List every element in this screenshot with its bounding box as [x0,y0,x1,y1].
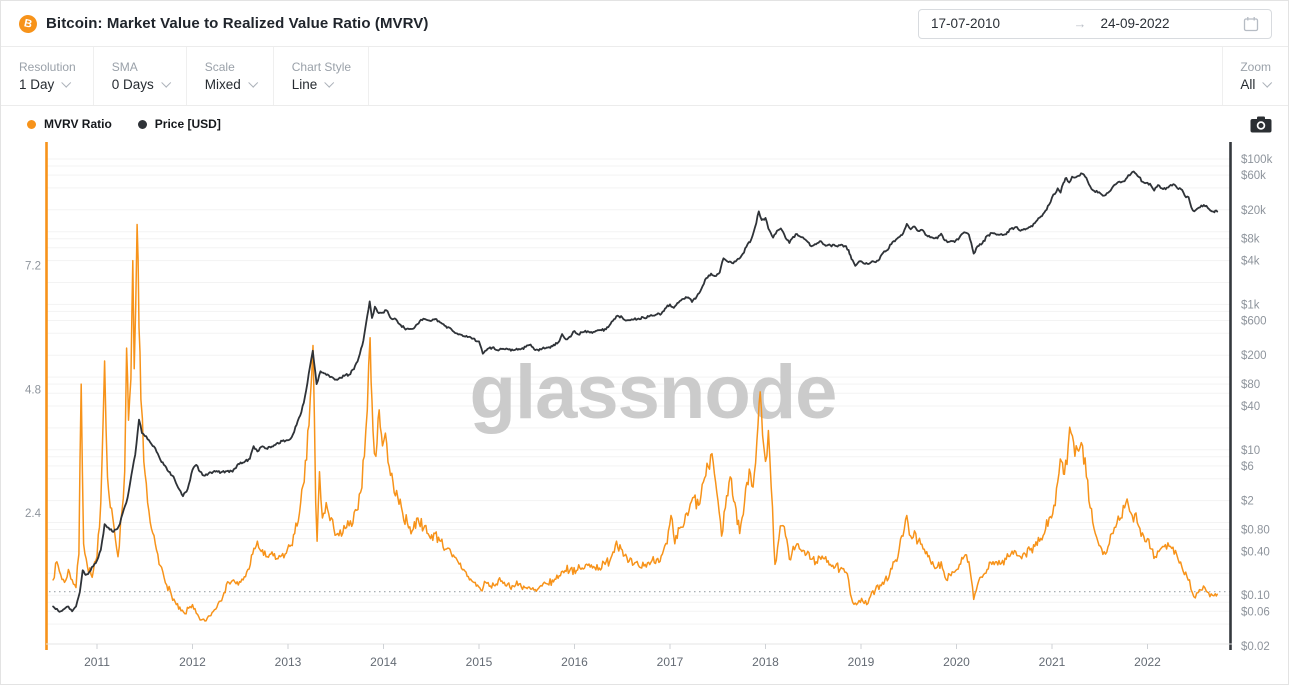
date-start-input[interactable]: 17-07-2010 [931,16,1001,31]
legend: MVRV Ratio Price [USD] [1,106,1288,142]
legend-item-price[interactable]: Price [USD] [137,117,221,131]
price-series-line [52,170,1219,613]
page-title: Bitcoin: Market Value to Realized Value … [46,15,429,32]
x-axis-year-label: 2021 [1039,655,1066,669]
gridlines [47,158,1230,625]
legend-dot-price-icon [137,119,147,129]
zoom-value: All [1240,77,1256,92]
chart-style-label: Chart Style [291,60,352,74]
x-axis-year-label: 2017 [657,655,684,669]
price-axis-label: $8k [1241,234,1260,246]
resolution-label: Resolution [19,60,76,74]
chevron-down-icon [248,77,258,88]
x-axis-year-label: 2022 [1134,655,1161,669]
chart-style-value: Line [291,77,318,92]
scale-value: Mixed [204,77,241,92]
zoom-label: Zoom [1240,60,1271,74]
camera-icon [1250,116,1272,132]
mvrv-axis-label: 4.8 [25,384,41,396]
x-axis-year-label: 2018 [752,655,779,669]
price-axis-label: $6 [1241,461,1254,473]
x-axis-year-label: 2012 [179,655,206,669]
price-axis-label: $1k [1241,299,1260,311]
chart-style-dropdown[interactable]: Chart Style Line [274,47,370,105]
price-axis-label: $0.80 [1241,525,1270,537]
chevron-down-icon [61,77,72,88]
mvrv-axis-label: 2.4 [25,508,42,520]
chevron-down-icon [160,77,171,88]
price-axis-label: $0.10 [1241,590,1270,602]
date-end-input[interactable]: 24-09-2022 [1100,16,1170,31]
x-axis-year-label: 2013 [275,655,302,669]
scale-dropdown[interactable]: Scale Mixed [187,47,274,105]
zoom-dropdown[interactable]: Zoom All [1222,47,1288,105]
mvrv-axis-label: 7.2 [25,261,41,273]
sma-label: SMA [111,60,138,74]
x-axis-year-label: 2016 [561,655,588,669]
bitcoin-icon: B [17,12,39,35]
price-axis-label: $40 [1241,401,1260,413]
price-axis-label: $80 [1241,379,1260,391]
price-axis-label: $2 [1241,496,1254,508]
chevron-down-icon [324,77,335,88]
price-axis-label: $4k [1241,256,1260,268]
legend-label-price: Price [USD] [154,117,221,131]
header: B Bitcoin: Market Value to Realized Valu… [1,1,1288,47]
resolution-value: 1 Day [19,77,55,92]
mvrv-series-line [52,223,1218,622]
calendar-icon[interactable] [1243,16,1259,32]
resolution-dropdown[interactable]: Resolution 1 Day [1,47,94,105]
price-axis-label: $100k [1241,154,1273,166]
x-axis-year-label: 2015 [466,655,493,669]
x-axis-year-label: 2019 [848,655,875,669]
price-axis-label: $0.02 [1241,641,1270,653]
sma-dropdown[interactable]: SMA 0 Days [94,47,187,105]
legend-dot-mvrv-icon [27,119,36,129]
sma-value: 0 Days [111,77,154,92]
x-axis-year-label: 2020 [943,655,970,669]
x-axis-year-label: 2011 [84,655,110,669]
glassnode-watermark: glassnode [470,350,837,435]
price-axis-label: $200 [1241,350,1267,362]
arrow-right-icon: → [1073,16,1087,31]
scale-label: Scale [204,60,235,74]
date-range-picker[interactable]: 17-07-2010 → 24-09-2022 [918,8,1272,39]
price-axis-label: $600 [1241,316,1267,328]
price-axis-label: $60k [1241,170,1266,182]
camera-button[interactable] [1248,114,1274,135]
price-axis-label: $0.06 [1241,606,1270,618]
price-axis-label: $20k [1241,205,1266,217]
legend-label-mvrv: MVRV Ratio [44,117,112,131]
price-axis-label: $10 [1241,445,1260,457]
legend-item-mvrv[interactable]: MVRV Ratio [27,117,112,131]
toolbar: Resolution 1 Day SMA 0 Days Scale Mixed … [1,47,1288,106]
chevron-down-icon [1262,77,1273,88]
x-axis-year-label: 2014 [370,655,397,669]
price-axis-label: $0.40 [1241,546,1270,558]
